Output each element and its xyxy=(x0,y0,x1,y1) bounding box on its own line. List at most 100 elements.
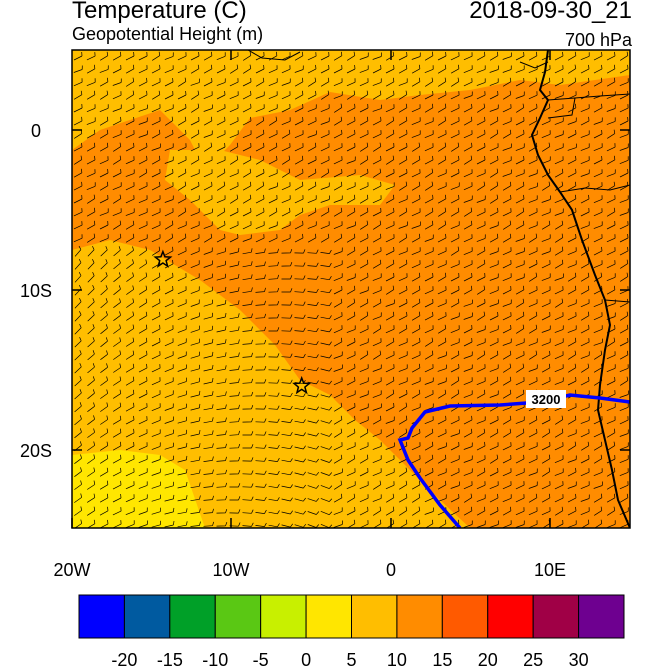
wind-barb xyxy=(502,169,512,177)
wind-barb xyxy=(281,405,293,410)
wind-barb xyxy=(216,116,226,126)
wind-barb xyxy=(87,194,96,204)
wind-barb xyxy=(178,77,187,87)
wind-barb xyxy=(346,78,356,87)
wind-barb xyxy=(320,380,332,385)
colorbar-label: 15 xyxy=(432,650,452,667)
wind-barb xyxy=(424,325,434,334)
wind-barb xyxy=(476,377,486,386)
wind-barb xyxy=(528,195,538,203)
wind-barb xyxy=(190,377,201,385)
wind-barb xyxy=(333,273,343,282)
wind-barb xyxy=(620,51,629,61)
wind-barb xyxy=(555,415,564,425)
pressure-level: 700 hPa xyxy=(564,30,632,50)
wind-barb xyxy=(320,221,330,230)
wind-barb xyxy=(242,234,252,242)
wind-barb xyxy=(567,233,577,243)
wind-barb xyxy=(294,207,304,217)
wind-barb xyxy=(242,155,252,165)
wind-barb xyxy=(450,168,460,178)
wind-barb xyxy=(372,116,382,126)
wind-barb xyxy=(216,156,226,165)
wind-barb xyxy=(463,506,473,516)
wind-barb xyxy=(359,442,369,451)
wind-barb xyxy=(450,91,460,100)
wind-barb xyxy=(385,90,395,100)
wind-barb xyxy=(502,104,512,113)
wind-barb xyxy=(125,389,135,399)
wind-barb xyxy=(516,324,525,334)
wind-barb xyxy=(138,142,148,152)
wind-barb xyxy=(372,259,382,269)
wind-barb xyxy=(528,442,538,451)
wind-barb xyxy=(385,129,395,139)
wind-barb xyxy=(229,404,240,410)
wind-barb xyxy=(86,220,96,230)
wind-barb xyxy=(203,469,214,475)
wind-barb xyxy=(593,234,603,243)
wind-barb xyxy=(255,221,265,230)
wind-barb xyxy=(580,338,590,347)
wind-barb xyxy=(385,455,395,464)
wind-barb xyxy=(125,220,135,230)
wind-barb xyxy=(138,429,148,438)
wind-barb xyxy=(333,415,343,425)
wind-barb xyxy=(450,272,460,282)
wind-barb xyxy=(307,445,319,450)
wind-barb xyxy=(138,117,148,125)
wind-barb xyxy=(113,363,122,373)
colorbar-swatch xyxy=(214,594,262,639)
wind-barb xyxy=(320,182,330,190)
wind-barb xyxy=(333,181,343,191)
wind-barb xyxy=(333,78,343,87)
wind-barb xyxy=(360,142,369,152)
wind-barb xyxy=(281,471,293,476)
wind-barb xyxy=(242,103,252,113)
wind-barb xyxy=(346,129,356,139)
wind-barb xyxy=(477,428,486,438)
wind-barb xyxy=(606,207,616,217)
wind-barb xyxy=(450,338,460,346)
wind-barb xyxy=(437,299,447,308)
wind-barb xyxy=(177,390,187,398)
wind-barb xyxy=(489,51,499,61)
wind-barb xyxy=(490,129,499,139)
wind-barb xyxy=(307,485,320,489)
wind-barb xyxy=(73,78,83,87)
wind-barb xyxy=(177,442,188,450)
wind-barb xyxy=(151,337,161,347)
wind-barb xyxy=(151,324,161,334)
wind-barb xyxy=(113,389,122,399)
wind-barb xyxy=(515,494,525,503)
wind-barb xyxy=(528,247,538,256)
wind-barb xyxy=(177,129,187,139)
wind-barb xyxy=(151,377,161,386)
wind-barb xyxy=(112,441,122,451)
wind-barb xyxy=(125,233,135,243)
wind-barb xyxy=(255,379,267,384)
wind-barb xyxy=(112,104,122,112)
wind-barb xyxy=(164,65,174,74)
wind-barb xyxy=(359,65,369,73)
wind-barb xyxy=(177,156,187,165)
wind-barb xyxy=(567,481,577,489)
wind-barb xyxy=(424,234,434,242)
wind-barb xyxy=(320,249,332,254)
wind-barb xyxy=(100,259,108,270)
wind-barb xyxy=(87,415,95,425)
wind-barb xyxy=(360,311,369,321)
wind-barb xyxy=(321,90,330,100)
wind-barb xyxy=(203,299,213,307)
wind-barb xyxy=(100,350,108,360)
wind-barb xyxy=(216,456,227,462)
wind-barb xyxy=(619,195,629,203)
wind-barb xyxy=(346,363,356,373)
wind-barb xyxy=(73,142,83,152)
wind-barb xyxy=(99,493,109,503)
wind-barb xyxy=(346,246,356,256)
wind-barb xyxy=(151,442,161,450)
wind-barb xyxy=(580,311,590,321)
wind-barb xyxy=(307,168,317,178)
wind-barb xyxy=(541,208,551,216)
